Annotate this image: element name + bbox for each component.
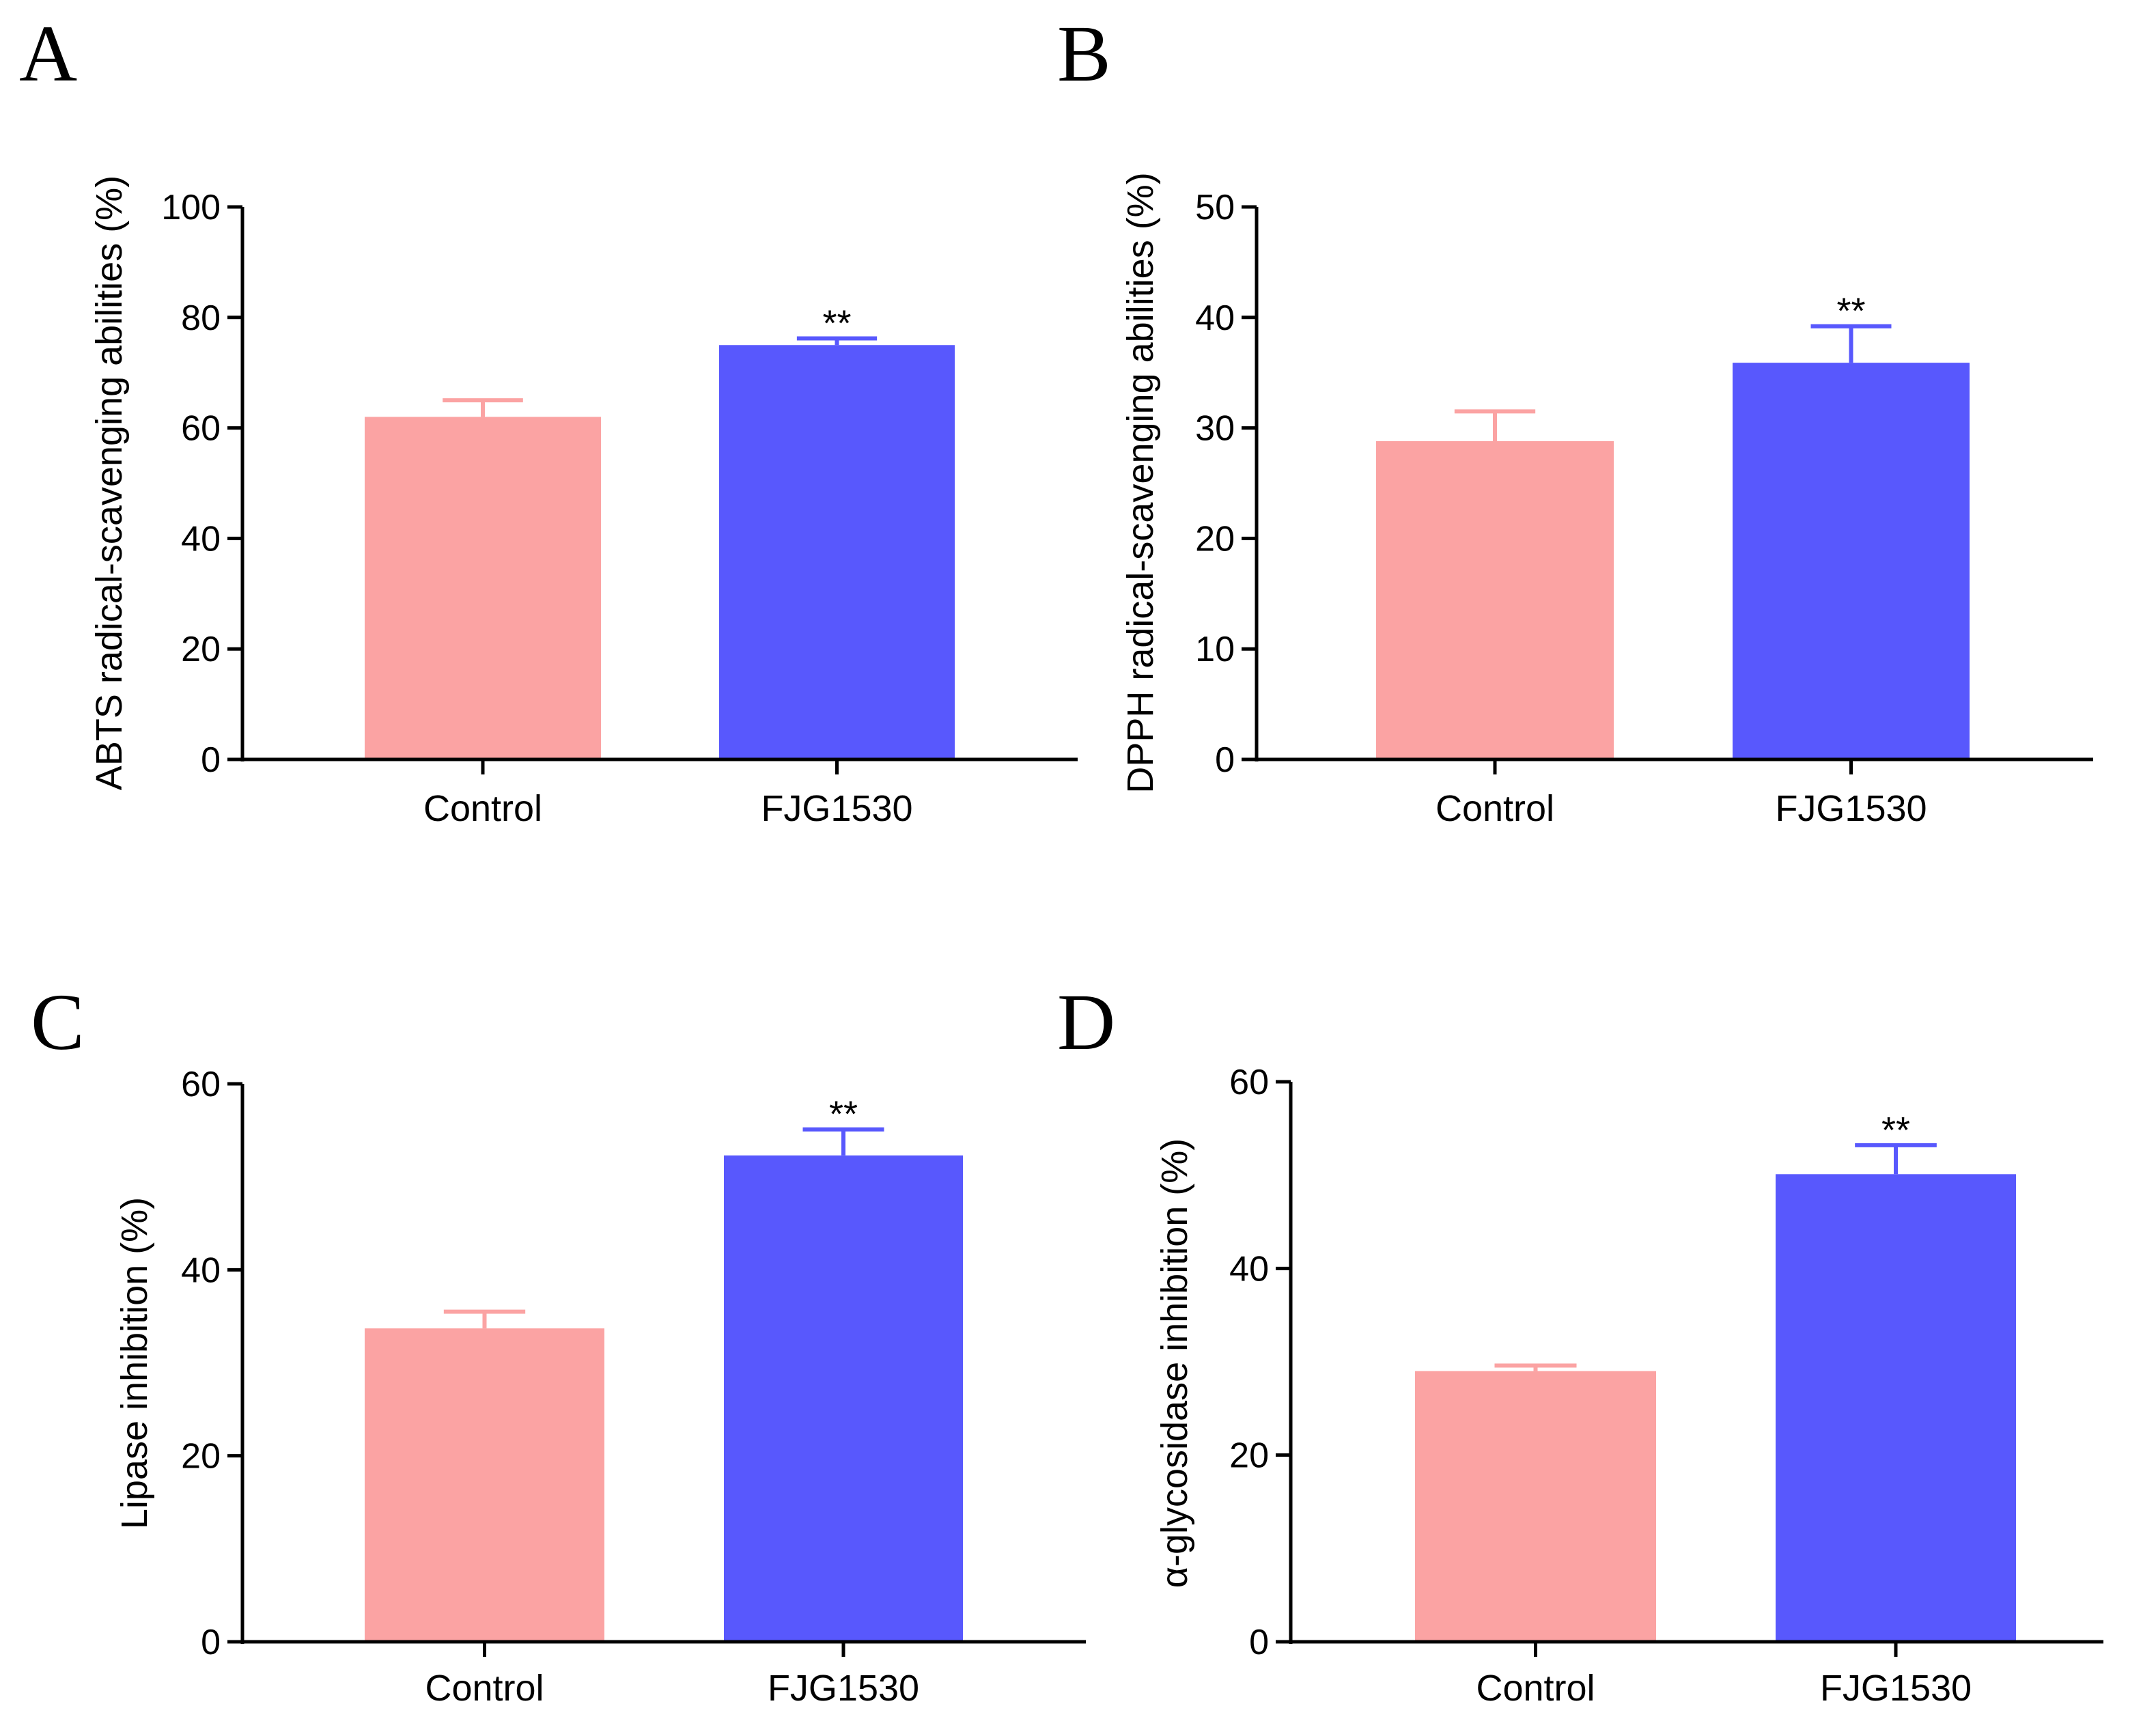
panel-letter: D bbox=[1057, 977, 1115, 1067]
y-tick-label: 40 bbox=[181, 1250, 221, 1290]
significance-mark: ** bbox=[822, 303, 851, 344]
y-tick-label: 40 bbox=[1229, 1249, 1269, 1289]
y-axis-label: α-glycosidase inhibition (%) bbox=[1154, 1138, 1195, 1589]
chart-panel-d: D ** 0 20 40 60 Control FJG1530 α-glycosidase in… bbox=[1057, 977, 2103, 1709]
y-tick-label: 60 bbox=[181, 1065, 221, 1104]
significance-mark: ** bbox=[1836, 291, 1865, 332]
significance-mark: ** bbox=[1881, 1110, 1910, 1151]
y-tick-label: 10 bbox=[1195, 630, 1235, 669]
y-tick-label: 0 bbox=[1215, 740, 1235, 780]
bar-control bbox=[1415, 1371, 1656, 1642]
bar-fjg1530 bbox=[719, 345, 955, 759]
y-tick-label: 60 bbox=[181, 409, 221, 449]
y-tick-label: 20 bbox=[181, 1437, 221, 1477]
y-tick-label: 80 bbox=[181, 298, 221, 338]
y-axis-label: ABTS radical-scavenging abilities (%) bbox=[89, 176, 130, 790]
panel-letter: B bbox=[1057, 9, 1111, 98]
y-tick-label: 20 bbox=[181, 630, 221, 669]
x-tick-label: Control bbox=[1476, 1668, 1595, 1709]
x-tick-label: FJG1530 bbox=[761, 788, 912, 829]
bar-control bbox=[365, 417, 601, 759]
panel-letter: A bbox=[19, 9, 77, 98]
x-tick-label: Control bbox=[425, 1668, 544, 1709]
bar-control bbox=[365, 1328, 604, 1642]
x-tick-label: FJG1530 bbox=[1775, 788, 1927, 829]
x-tick-label: FJG1530 bbox=[768, 1668, 919, 1709]
significance-mark: ** bbox=[829, 1094, 858, 1135]
chart-panel-b: B ** 0 10 20 30 40 50 Control FJG1530 DPPH radical… bbox=[1057, 9, 2093, 829]
y-tick-label: 60 bbox=[1229, 1063, 1269, 1102]
y-tick-label: 30 bbox=[1195, 409, 1235, 449]
y-axis-label: DPPH radical-scavenging abilities (%) bbox=[1120, 172, 1161, 793]
bar-control bbox=[1376, 441, 1614, 759]
chart-panel-a: A ** 0 20 40 60 80 100 Control FJG1530 ABTS radica… bbox=[19, 9, 1078, 829]
y-tick-label: 40 bbox=[1195, 298, 1235, 338]
x-tick-label: Control bbox=[1436, 788, 1554, 829]
bar-fjg1530 bbox=[1776, 1174, 2016, 1642]
y-tick-label: 20 bbox=[1229, 1436, 1269, 1476]
chart-panel-c: C ** 0 20 40 60 Control FJG1530 Lipase inhibitio… bbox=[31, 977, 1086, 1709]
y-tick-label: 40 bbox=[181, 519, 221, 559]
y-axis-label: Lipase inhibition (%) bbox=[114, 1197, 155, 1529]
y-tick-label: 50 bbox=[1195, 188, 1235, 227]
x-tick-label: Control bbox=[423, 788, 542, 829]
bar-fjg1530 bbox=[1733, 363, 1970, 759]
panel-letter: C bbox=[31, 977, 85, 1067]
y-tick-label: 0 bbox=[201, 1623, 221, 1662]
bar-fjg1530 bbox=[724, 1155, 963, 1642]
y-tick-label: 0 bbox=[1249, 1623, 1269, 1662]
y-tick-label: 0 bbox=[201, 740, 221, 780]
y-tick-label: 100 bbox=[161, 188, 221, 227]
x-tick-label: FJG1530 bbox=[1820, 1668, 1972, 1709]
y-tick-label: 20 bbox=[1195, 519, 1235, 559]
